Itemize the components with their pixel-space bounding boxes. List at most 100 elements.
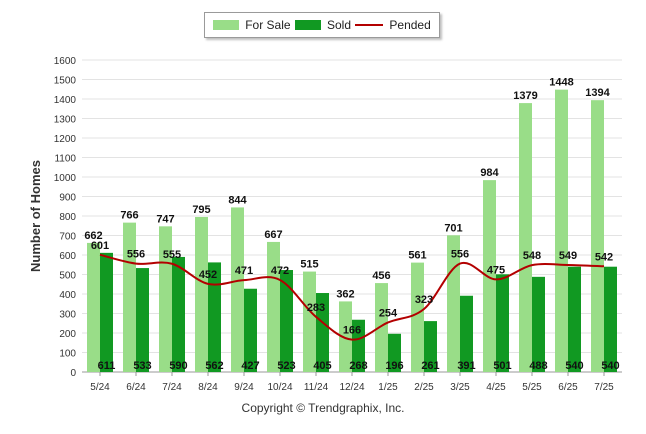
legend-label-pended: Pended — [389, 18, 431, 32]
data-label-for-sale: 747 — [156, 213, 174, 225]
data-label-for-sale: 1448 — [549, 77, 573, 89]
y-tick-label: 300 — [59, 310, 76, 321]
bar-sold — [496, 274, 509, 372]
bar-for-sale — [555, 89, 568, 372]
x-tick-label: 5/25 — [522, 382, 542, 393]
x-tick-label: 7/24 — [162, 382, 182, 393]
data-label-sold: 391 — [457, 360, 475, 372]
data-label-sold: 405 — [313, 360, 331, 372]
data-label-pended: 601 — [91, 240, 109, 252]
bar-sold — [100, 252, 113, 372]
bar-sold — [172, 256, 185, 372]
bar-sold — [424, 321, 437, 372]
y-axis-title: Number of Homes — [28, 160, 43, 272]
x-tick-label: 4/25 — [486, 382, 506, 393]
bar-for-sale — [195, 216, 208, 372]
data-label-pended: 166 — [343, 325, 361, 337]
x-tick-label: 6/25 — [558, 382, 578, 393]
bar-sold — [316, 293, 329, 372]
data-label-pended: 283 — [307, 302, 325, 314]
bar-sold — [388, 333, 401, 372]
data-label-for-sale: 456 — [372, 270, 390, 282]
data-label-pended: 556 — [127, 249, 145, 261]
bar-for-sale — [231, 207, 244, 372]
x-tick-label: 11/24 — [304, 382, 329, 393]
x-tick-label: 9/24 — [234, 382, 254, 393]
copyright-footer: Copyright © Trendgraphix, Inc. — [241, 401, 405, 415]
data-label-sold: 501 — [493, 360, 511, 372]
line-pended — [99, 253, 605, 341]
bar-sold — [244, 288, 257, 372]
data-label-for-sale: 667 — [264, 229, 282, 241]
data-label-for-sale: 362 — [336, 288, 354, 300]
x-tick-label: 3/25 — [450, 382, 470, 393]
y-tick-label: 1200 — [54, 134, 77, 145]
y-tick-label: 1100 — [54, 154, 76, 165]
legend-item-pended[interactable]: Pended — [355, 18, 431, 32]
data-label-sold: 533 — [133, 360, 151, 372]
bar-for-sale — [591, 100, 604, 373]
data-label-sold: 427 — [241, 360, 259, 372]
data-label-for-sale: 701 — [444, 222, 462, 234]
bar-sold — [532, 276, 545, 372]
bar-sold — [568, 266, 581, 372]
bar-for-sale — [303, 271, 316, 372]
x-tick-label: 12/24 — [339, 382, 364, 393]
legend-line-pended — [355, 24, 384, 26]
bar-for-sale — [375, 283, 388, 372]
data-label-for-sale: 561 — [408, 250, 426, 262]
data-label-for-sale: 795 — [192, 204, 210, 216]
data-label-pended: 254 — [379, 307, 398, 319]
x-tick-label: 7/25 — [594, 382, 614, 393]
bar-for-sale — [483, 180, 496, 372]
y-tick-label: 1300 — [54, 115, 77, 126]
legend: For Sale Sold Pended — [204, 12, 440, 38]
data-label-sold: 540 — [601, 360, 619, 372]
bar-sold — [208, 262, 221, 372]
data-label-pended: 452 — [199, 269, 217, 281]
data-label-sold: 590 — [169, 360, 187, 372]
bar-for-sale — [123, 222, 136, 372]
legend-swatch-for-sale — [213, 20, 240, 30]
legend-label-for-sale: For Sale — [245, 18, 291, 32]
data-label-sold: 562 — [205, 360, 223, 372]
y-tick-label: 1600 — [54, 56, 77, 67]
data-label-for-sale: 662 — [84, 230, 102, 242]
x-tick-label: 8/24 — [198, 382, 218, 393]
legend-label-sold: Sold — [326, 18, 351, 32]
y-tick-label: 100 — [59, 349, 76, 360]
bar-sold — [460, 295, 473, 372]
data-label-pended: 323 — [415, 294, 433, 306]
data-label-sold: 261 — [421, 360, 439, 372]
bar-for-sale — [339, 301, 352, 372]
data-label-for-sale: 515 — [300, 259, 318, 271]
bar-for-sale — [267, 241, 280, 372]
bar-sold — [352, 319, 365, 372]
data-label-for-sale: 1379 — [513, 90, 537, 102]
bar-for-sale — [519, 103, 532, 372]
data-label-sold: 268 — [349, 360, 367, 372]
y-tick-label: 1400 — [54, 95, 77, 106]
data-label-pended: 475 — [487, 264, 505, 276]
data-label-pended: 555 — [163, 249, 181, 261]
data-label-for-sale: 1394 — [585, 87, 610, 99]
data-label-pended: 472 — [271, 265, 289, 277]
data-label-pended: 548 — [523, 250, 541, 262]
data-label-sold: 611 — [98, 360, 116, 372]
x-tick-label: 1/25 — [378, 382, 398, 393]
bar-for-sale — [447, 235, 460, 372]
legend-item-for-sale[interactable]: For Sale — [213, 18, 291, 32]
x-tick-label: 10/24 — [267, 382, 292, 393]
y-tick-label: 200 — [59, 329, 76, 340]
y-tick-label: 800 — [59, 212, 76, 223]
y-tick-label: 900 — [59, 193, 76, 204]
legend-item-sold[interactable]: Sold — [294, 18, 351, 32]
legend-swatch-sold — [294, 20, 321, 30]
data-label-sold: 196 — [385, 360, 403, 372]
y-tick-label: 0 — [70, 368, 76, 379]
data-label-pended: 549 — [559, 250, 577, 262]
data-label-sold: 540 — [565, 360, 583, 372]
y-tick-label: 500 — [59, 271, 76, 282]
